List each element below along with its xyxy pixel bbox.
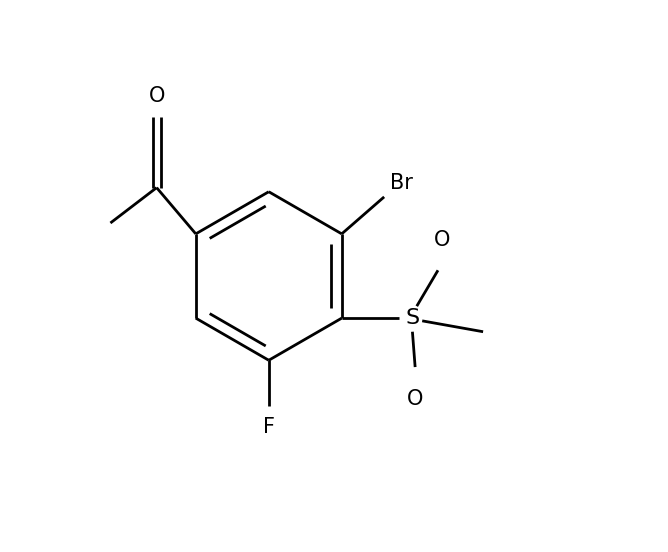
Text: O: O	[434, 230, 450, 251]
Text: F: F	[263, 417, 275, 437]
Text: O: O	[148, 86, 165, 107]
Text: O: O	[407, 389, 424, 408]
Text: S: S	[405, 308, 420, 328]
Text: Br: Br	[389, 173, 412, 193]
